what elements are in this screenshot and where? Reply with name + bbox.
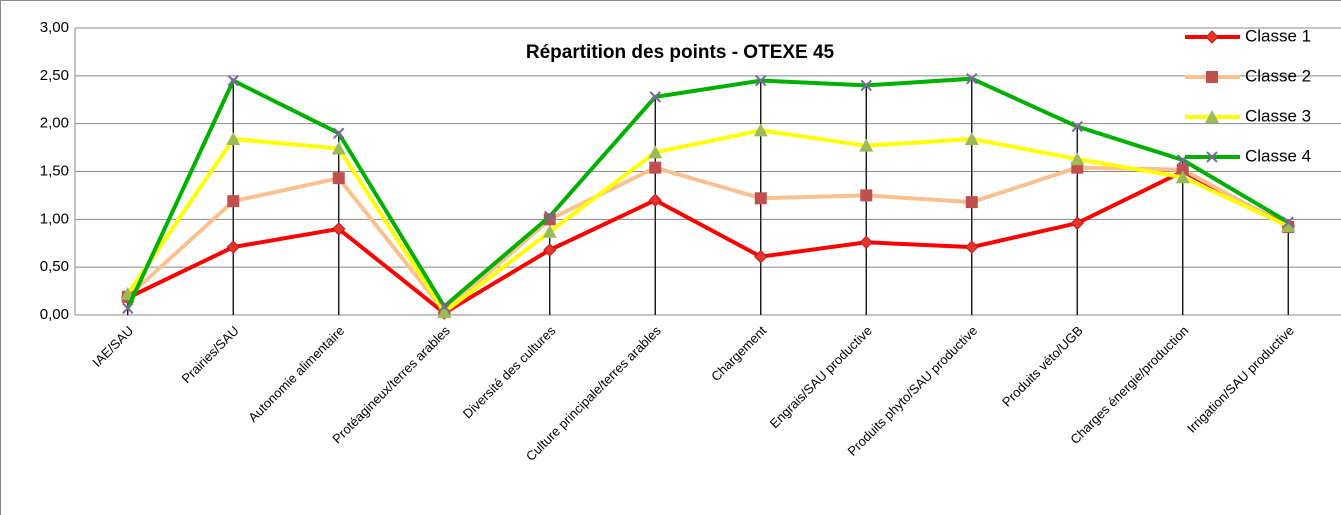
marker: [332, 172, 345, 185]
marker: [964, 131, 979, 145]
marker: [544, 210, 556, 223]
marker: [648, 193, 662, 207]
marker: [438, 300, 450, 313]
marker: [332, 222, 346, 236]
marker: [1206, 71, 1218, 83]
marker: [754, 249, 768, 264]
y-tick-label: 1,00: [40, 210, 69, 227]
marker: [543, 243, 557, 257]
y-tick-label: 1,50: [40, 162, 69, 179]
series-line: [125, 76, 1290, 310]
marker: [1206, 151, 1218, 163]
series-line: [126, 169, 1290, 316]
marker: [1176, 163, 1189, 176]
marker: [965, 196, 978, 209]
marker: [542, 224, 557, 238]
legend-label: Classe 3: [1245, 106, 1311, 125]
marker: [1281, 219, 1296, 233]
y-tick-label: 2,00: [40, 115, 69, 132]
marker: [966, 72, 978, 85]
marker: [754, 192, 767, 205]
marker: [226, 131, 241, 145]
marker: [1070, 152, 1085, 166]
marker: [227, 195, 240, 208]
legend-label: Classe 2: [1245, 66, 1311, 85]
marker: [122, 302, 134, 315]
marker: [1070, 216, 1084, 230]
marker: [755, 74, 767, 87]
marker: [1175, 170, 1190, 184]
marker: [860, 79, 872, 92]
marker: [1071, 120, 1083, 133]
marker: [543, 213, 556, 226]
marker: [859, 138, 874, 152]
series-line: [126, 165, 1290, 315]
marker: [333, 127, 345, 139]
marker: [227, 74, 239, 87]
legend-label: Classe 4: [1245, 146, 1311, 165]
marker: [226, 240, 240, 254]
marker: [860, 189, 873, 202]
marker: [437, 305, 452, 319]
marker: [648, 145, 663, 159]
marker: [753, 123, 768, 137]
marker: [859, 235, 873, 250]
series-line: [126, 128, 1290, 316]
y-tick-label: 2,50: [40, 67, 69, 84]
marker: [649, 91, 661, 103]
y-tick-label: 3,00: [40, 19, 69, 36]
marker: [649, 161, 662, 174]
chart-title: Répartition des points - OTEXE 45: [526, 42, 835, 63]
marker: [1282, 216, 1294, 228]
marker: [1205, 110, 1219, 123]
legend-label: Classe 1: [1245, 26, 1311, 45]
marker: [965, 240, 979, 254]
marker: [331, 141, 346, 155]
y-tick-label: 0,00: [40, 306, 69, 323]
marker: [1205, 30, 1219, 44]
y-tick-label: 0,50: [40, 258, 69, 275]
